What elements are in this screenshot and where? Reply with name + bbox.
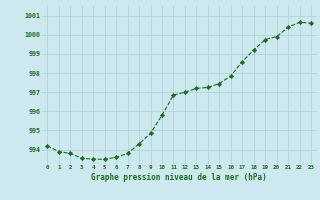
X-axis label: Graphe pression niveau de la mer (hPa): Graphe pression niveau de la mer (hPa) [91,173,267,182]
